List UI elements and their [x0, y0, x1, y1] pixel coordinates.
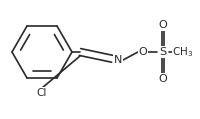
Text: O: O: [158, 20, 167, 30]
Text: CH$_3$: CH$_3$: [172, 45, 193, 59]
Text: N: N: [113, 55, 122, 65]
Text: Cl: Cl: [37, 88, 47, 98]
Text: O: O: [138, 47, 147, 57]
Text: S: S: [159, 47, 166, 57]
Text: O: O: [158, 74, 167, 84]
